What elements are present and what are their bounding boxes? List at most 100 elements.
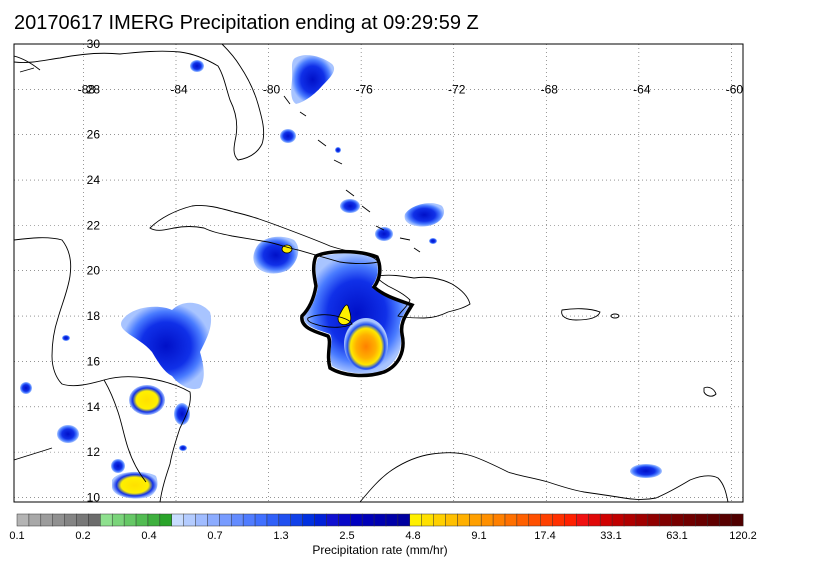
colorbar-swatch — [492, 513, 506, 527]
latitude-label: 10 — [87, 490, 101, 504]
map-title: 20170617 IMERG Precipitation ending at 0… — [14, 12, 479, 34]
colorbar-swatch — [338, 513, 351, 527]
colorbar-swatch — [647, 513, 661, 527]
colorbar-swatch — [16, 513, 30, 527]
latitude-label: 18 — [87, 309, 101, 323]
rain-cell — [112, 471, 158, 499]
colorbar-swatch — [183, 513, 196, 527]
rain-cell — [111, 459, 125, 473]
coastline-puerto-rico — [561, 308, 601, 321]
colorbar-swatch — [611, 513, 625, 527]
longitude-label: -72 — [448, 82, 466, 96]
colorbar-swatch — [28, 513, 42, 527]
rain-cell — [291, 55, 335, 104]
rain-cell — [62, 335, 70, 341]
colorbar-swatch — [361, 513, 375, 527]
colorbar-swatch — [135, 513, 149, 527]
colorbar-swatch — [457, 513, 470, 527]
colorbar-swatch — [147, 513, 161, 527]
latitude-label: 28 — [87, 82, 101, 96]
coastline-florida — [14, 44, 265, 161]
latitude-label: 26 — [87, 128, 101, 142]
colorbar-swatch — [576, 513, 589, 527]
storm-core — [344, 318, 388, 370]
rain-cell — [129, 385, 165, 415]
longitude-label: -80 — [263, 82, 281, 96]
colorbar-swatch — [409, 513, 423, 527]
colorbar-swatch — [683, 513, 696, 527]
colorbar-swatch — [671, 513, 684, 527]
colorbar-swatch — [171, 513, 185, 527]
rain-cell — [20, 382, 32, 394]
colorbar-swatch — [40, 513, 54, 527]
longitude-label: -84 — [170, 82, 188, 96]
colorbar-swatch — [588, 513, 601, 527]
longitude-label: -88 — [78, 82, 96, 96]
colorbar-swatch — [516, 513, 530, 527]
colorbar-swatch — [159, 513, 173, 527]
rain-cell — [190, 60, 204, 72]
rain-cell — [375, 227, 393, 241]
colorbar-swatch — [219, 513, 232, 527]
latitude-label: 30 — [87, 37, 101, 51]
colorbar-swatch — [254, 513, 268, 527]
rain-cell — [280, 129, 296, 143]
colorbar-tick-label: 0.2 — [75, 530, 91, 542]
colorbar-swatch — [504, 513, 518, 527]
storm-highlight-outline — [300, 249, 415, 378]
colorbar-swatch — [76, 513, 89, 527]
colorbar — [16, 513, 744, 527]
colorbar-tick-label: 0.7 — [207, 530, 223, 542]
latitude-labels: 30 28 26 24 22 20 18 16 14 12 10 — [87, 37, 101, 504]
colorbar-tick-label: 120.2 — [729, 530, 757, 542]
rain-cell — [404, 203, 445, 227]
colorbar-swatch — [385, 513, 399, 527]
colorbar-tick-label: 33.1 — [600, 530, 622, 542]
colorbar-swatch — [397, 513, 411, 527]
colorbar-swatch — [635, 513, 649, 527]
latitude-label: 20 — [87, 264, 101, 278]
colorbar-swatch — [552, 513, 565, 527]
colorbar-tick-label: 0.4 — [141, 530, 157, 542]
map-border — [13, 43, 744, 503]
longitude-label: -64 — [633, 82, 651, 96]
rain-cell — [630, 464, 662, 478]
colorbar-tick-label: 63.1 — [666, 530, 688, 542]
latitude-label: 16 — [87, 354, 101, 368]
colorbar-swatch — [266, 513, 280, 527]
coastline-bahamas — [283, 95, 421, 253]
longitude-labels: -88 -84 -80 -76 -72 -68 -64 -60 — [78, 82, 744, 96]
colorbar-swatch — [207, 513, 220, 527]
coastline-central-america — [14, 237, 191, 502]
colorbar-swatch — [528, 513, 542, 527]
rain-cell — [179, 445, 187, 451]
colorbar-swatch — [278, 513, 292, 527]
rain-cell — [57, 425, 79, 443]
coastline-island — [703, 386, 717, 397]
colorbar-swatch — [100, 513, 113, 527]
rain-cell — [335, 147, 341, 153]
colorbar-tick-label: 4.8 — [405, 530, 421, 542]
colorbar-tick-label: 2.5 — [339, 530, 355, 542]
colorbar-swatch — [195, 513, 208, 527]
colorbar-swatch — [599, 513, 613, 527]
colorbar-swatch — [230, 513, 244, 527]
longitude-label: -68 — [541, 82, 559, 96]
colorbar-swatch — [373, 513, 387, 527]
longitude-label: -60 — [726, 82, 744, 96]
colorbar-swatch — [433, 513, 446, 527]
coastline-south-america — [359, 452, 729, 502]
colorbar-swatch — [695, 513, 708, 527]
colorbar-swatch — [326, 513, 339, 527]
coastline-gulf — [14, 55, 41, 73]
colorbar-swatch — [64, 513, 77, 527]
coastline-jamaica — [307, 314, 353, 328]
colorbar-swatch — [659, 513, 673, 527]
precipitation-field — [20, 55, 662, 499]
rain-cell — [340, 199, 360, 213]
coastline-island — [610, 313, 620, 319]
colorbar-tick-label: 9.1 — [471, 530, 487, 542]
colorbar-swatch — [564, 513, 577, 527]
coastlines — [14, 44, 729, 502]
